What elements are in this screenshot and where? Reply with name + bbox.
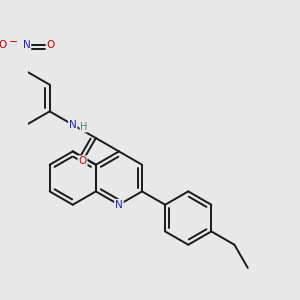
Text: O: O [78, 156, 87, 166]
Text: N: N [23, 40, 30, 50]
Text: −: − [9, 38, 18, 47]
Text: O: O [46, 40, 55, 50]
Text: N: N [115, 200, 123, 210]
Text: N: N [69, 120, 76, 130]
Text: O: O [0, 40, 7, 50]
Text: H: H [80, 122, 87, 132]
